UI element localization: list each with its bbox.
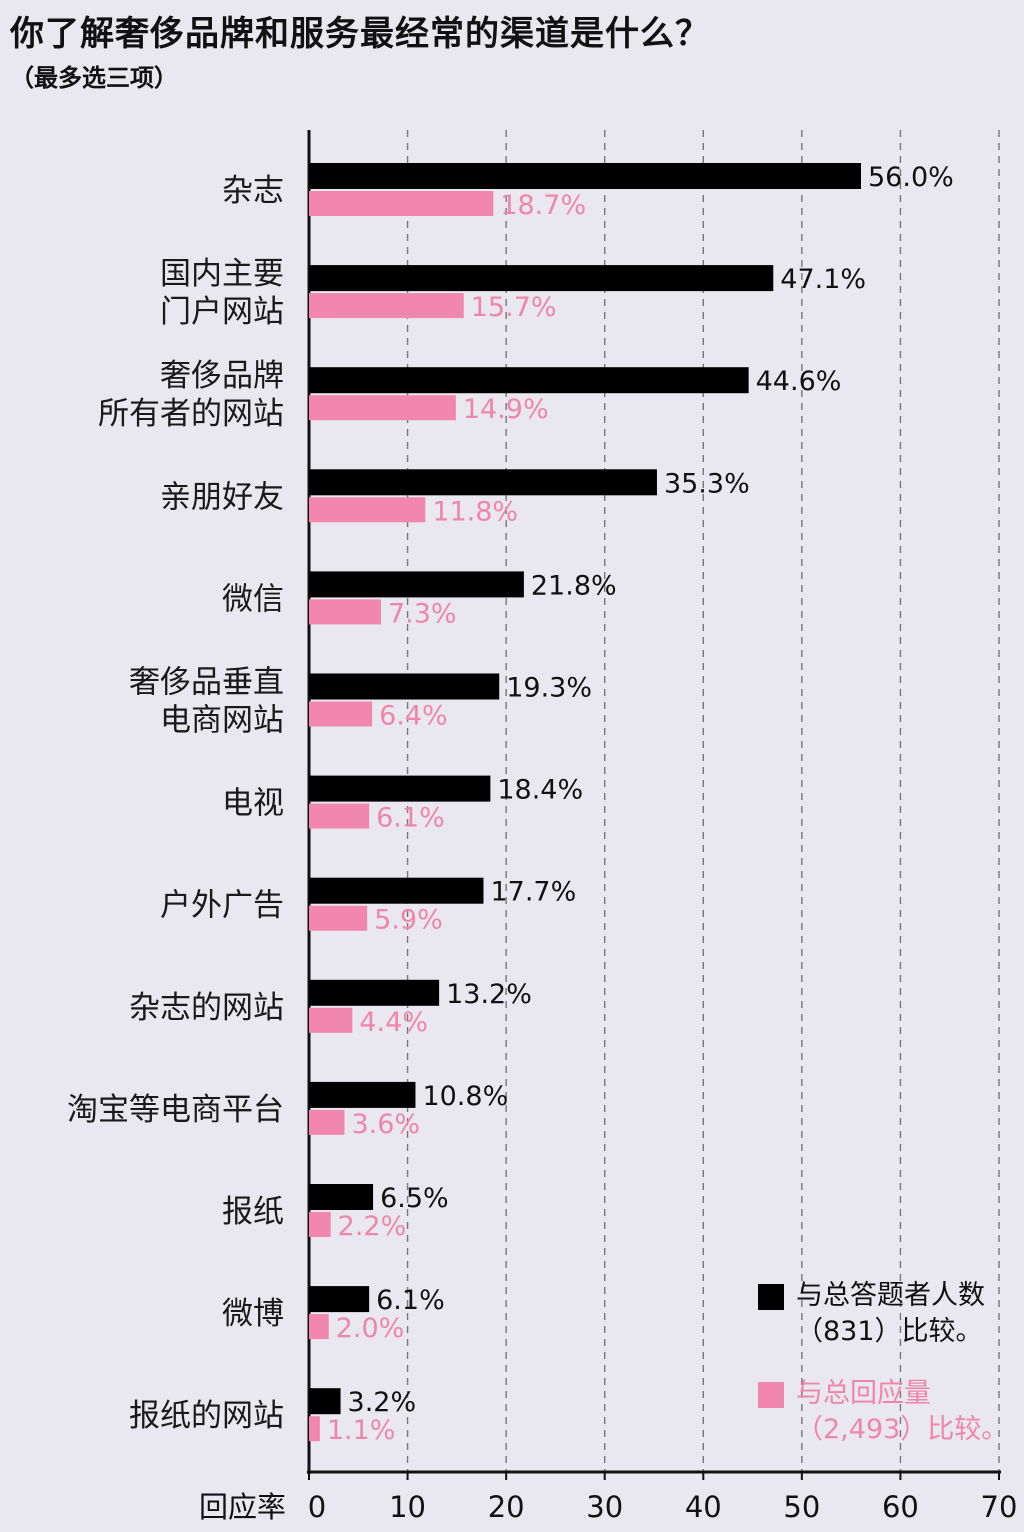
legend-pink-line2: （2,493）比较。 — [796, 1414, 1009, 1445]
legend-item-pink: 与总回应量 （2,493）比较。 — [758, 1376, 1008, 1448]
category-label: 报纸 — [222, 1194, 284, 1230]
category-label: 微信 — [222, 581, 284, 617]
data-label-total-respondents: 56.0% — [868, 162, 954, 193]
category-label: 国内主要 — [160, 256, 284, 292]
bar-total-responses — [309, 701, 373, 727]
category-label: 所有者的网站 — [98, 396, 284, 432]
category-label: 门户网站 — [160, 294, 284, 330]
bar-total-respondents — [309, 979, 440, 1006]
chart-title: 你了解奢侈品牌和服务最经常的渠道是什么？ — [10, 14, 710, 54]
data-label-total-responses: 6.1% — [376, 803, 445, 834]
data-label-total-responses: 3.6% — [351, 1109, 420, 1140]
x-tick-label: 10 — [389, 1490, 426, 1524]
data-label-total-responses: 7.3% — [388, 598, 457, 629]
data-label-total-respondents: 19.3% — [506, 673, 592, 704]
legend: 与总答题者人数 （831）比较。 与总回应量 （2,493）比较。 — [758, 1278, 1008, 1474]
data-label-total-respondents: 3.2% — [348, 1387, 417, 1418]
bar-total-respondents — [309, 877, 484, 904]
bar-total-responses — [309, 599, 381, 625]
data-label-total-respondents: 44.6% — [756, 366, 842, 397]
legend-swatch-pink — [758, 1382, 784, 1408]
data-label-total-respondents: 10.8% — [422, 1081, 508, 1112]
data-label-total-responses: 15.7% — [471, 292, 557, 323]
bar-total-respondents — [309, 571, 524, 598]
legend-swatch-black — [758, 1284, 784, 1310]
category-label: 杂志 — [222, 173, 284, 209]
data-label-total-responses: 5.9% — [374, 905, 443, 936]
x-tick-label: 60 — [882, 1490, 919, 1524]
data-label-total-respondents: 47.1% — [780, 264, 866, 295]
bar-total-respondents — [309, 775, 491, 802]
x-tick-label: 70 — [981, 1490, 1018, 1524]
data-label-total-responses: 14.9% — [463, 394, 549, 425]
data-label-total-responses: 11.8% — [432, 496, 518, 527]
legend-item-black: 与总答题者人数 （831）比较。 — [758, 1278, 1008, 1350]
data-label-total-respondents: 6.5% — [380, 1183, 449, 1214]
x-tick-label: 30 — [586, 1490, 623, 1524]
data-label-total-respondents: 35.3% — [664, 468, 750, 499]
bar-total-responses — [309, 1007, 353, 1033]
data-label-total-respondents: 6.1% — [376, 1285, 445, 1316]
bar-total-responses — [309, 497, 426, 523]
x-axis-label: 回应率 — [199, 1490, 286, 1524]
category-label: 报纸的网站 — [129, 1398, 284, 1434]
x-tick-label: 20 — [488, 1490, 525, 1524]
bar-total-respondents — [309, 1184, 374, 1210]
data-label-total-responses: 1.1% — [327, 1415, 396, 1446]
data-label-total-responses: 2.0% — [336, 1313, 405, 1344]
category-label: 微博 — [222, 1296, 284, 1332]
data-label-total-responses: 18.7% — [500, 190, 586, 221]
bar-total-responses — [309, 1212, 331, 1237]
bar-total-responses — [309, 1416, 320, 1442]
bar-total-respondents — [309, 1388, 341, 1415]
category-label: 淘宝等电商平台 — [67, 1092, 284, 1128]
category-label: 电商网站 — [160, 703, 284, 739]
bar-total-responses — [309, 191, 494, 216]
bar-total-respondents — [309, 1286, 370, 1313]
category-label: 亲朋好友 — [160, 479, 284, 515]
data-label-total-respondents: 13.2% — [446, 979, 532, 1010]
bar-total-respondents — [309, 163, 861, 189]
x-tick-label: 40 — [685, 1490, 722, 1524]
chart-subtitle: （最多选三项） — [10, 64, 178, 92]
bar-total-responses — [309, 293, 464, 319]
bar-total-responses — [309, 1109, 345, 1135]
bar-total-responses — [309, 803, 370, 829]
bar-total-responses — [309, 905, 368, 931]
category-label: 奢侈品牌 — [160, 358, 284, 394]
data-label-total-respondents: 21.8% — [531, 570, 617, 601]
category-label: 杂志的网站 — [129, 990, 284, 1026]
legend-text-black: 与总答题者人数 （831）比较。 — [796, 1278, 985, 1350]
x-tick-label: 50 — [783, 1490, 820, 1524]
legend-pink-line1: 与总回应量 — [796, 1378, 931, 1409]
category-label: 户外广告 — [160, 888, 284, 924]
category-label: 电视 — [222, 786, 284, 822]
legend-text-pink: 与总回应量 （2,493）比较。 — [796, 1376, 1008, 1448]
bar-total-responses — [309, 1314, 329, 1340]
data-label-total-respondents: 18.4% — [497, 775, 583, 806]
data-label-total-responses: 2.2% — [338, 1211, 407, 1242]
bar-total-respondents — [309, 367, 749, 394]
legend-black-line2: （831）比较。 — [796, 1316, 983, 1347]
data-label-total-respondents: 17.7% — [490, 877, 576, 908]
data-label-total-responses: 4.4% — [359, 1007, 428, 1038]
bar-total-respondents — [309, 1081, 416, 1108]
category-label: 奢侈品垂直 — [129, 665, 284, 701]
bar-total-respondents — [309, 265, 774, 292]
bar-total-responses — [309, 395, 456, 421]
bar-total-respondents — [309, 469, 657, 496]
bar-total-respondents — [309, 673, 500, 700]
legend-black-line1: 与总答题者人数 — [796, 1280, 985, 1311]
data-label-total-responses: 6.4% — [379, 701, 448, 732]
x-tick-label: 0 — [308, 1490, 326, 1524]
